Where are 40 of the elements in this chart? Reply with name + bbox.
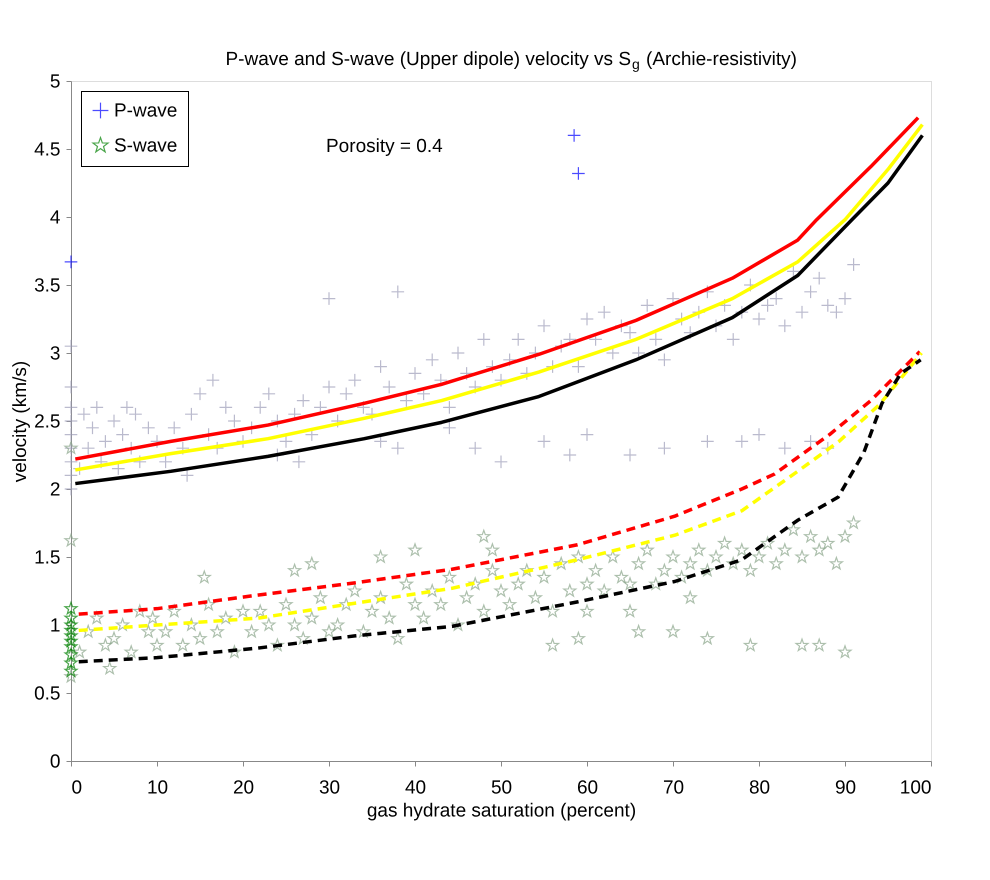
point (64, 611, 78, 624)
y-tick-label: 5 (50, 72, 60, 92)
y-tick-label: 1 (50, 616, 60, 636)
legend-label: P-wave (114, 100, 178, 122)
point (64, 640, 78, 652)
x-tick-label: 40 (404, 778, 426, 798)
x-tick-label: 20 (232, 778, 254, 798)
x-axis-title: gas hydrate saturation (percent) (366, 800, 636, 822)
x-tick-label: 30 (318, 778, 340, 798)
x-tick-label: 60 (576, 778, 598, 798)
point (567, 128, 582, 142)
x-tick-label: 50 (490, 778, 512, 798)
point (64, 628, 78, 642)
y-tick-label: 0 (50, 752, 60, 772)
y-tick-label: 2.5 (34, 412, 60, 432)
point (64, 634, 78, 648)
y-tick-label: 3 (50, 344, 60, 364)
point (64, 602, 78, 614)
y-tick-label: 1.5 (34, 548, 60, 568)
point (64, 254, 78, 269)
point (64, 664, 78, 677)
x-tick-label: 80 (748, 778, 770, 798)
point (64, 618, 78, 631)
x-tick-label: 90 (834, 778, 856, 798)
y-tick-label: 4 (50, 208, 61, 228)
y-tick-label: 4.5 (34, 140, 60, 160)
y-tick-label: 2 (50, 480, 60, 500)
x-tick-label: 10 (146, 778, 168, 798)
x-tick-label: 0 (72, 778, 82, 798)
x-tick-label: 100 (900, 778, 932, 798)
annotation: Porosity = 0.4 (326, 136, 444, 157)
point (64, 648, 78, 661)
y-tick-label: 0.5 (34, 684, 60, 704)
y-axis-title: velocity (km/s) (10, 360, 32, 482)
y-tick-label: 3.5 (34, 276, 60, 296)
point (64, 656, 78, 669)
point (571, 166, 586, 180)
point (64, 624, 78, 636)
x-tick-label: 70 (662, 778, 684, 798)
legend-label: S-wave (114, 136, 178, 156)
